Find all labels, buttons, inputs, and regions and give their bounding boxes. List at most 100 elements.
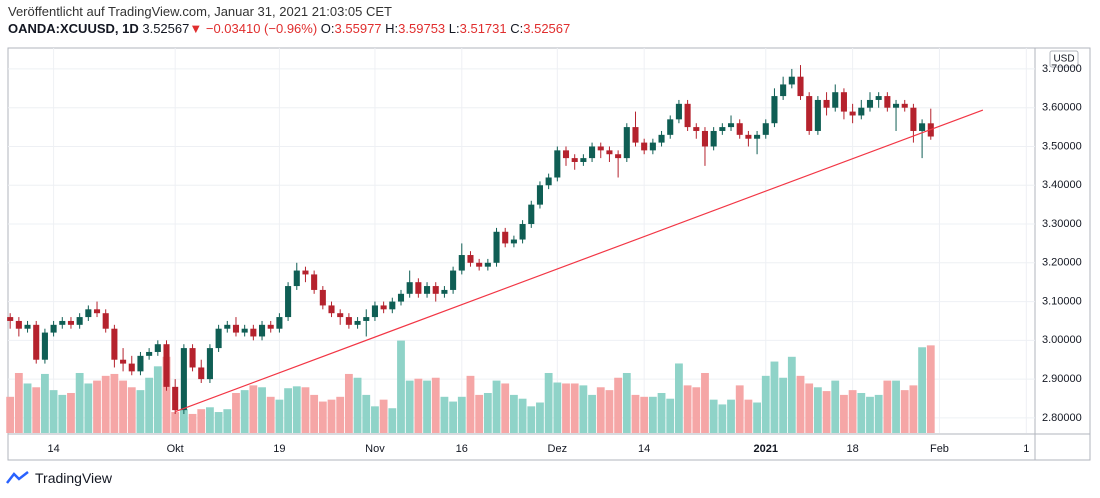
volume-bar <box>49 390 58 433</box>
candle-body <box>893 103 900 108</box>
volume-bar <box>119 380 127 433</box>
volume-bar <box>423 380 431 433</box>
x-tick-label: 16 <box>456 443 468 455</box>
volume-bar <box>648 396 657 433</box>
volume-bar <box>761 375 770 433</box>
candle-body <box>189 348 196 368</box>
candle-body <box>250 328 257 337</box>
trend-line <box>174 109 984 413</box>
y-tick-label: 3.70000 <box>1042 63 1082 75</box>
volume-bar <box>840 394 848 433</box>
currency-box <box>1049 50 1079 68</box>
volume-bar <box>562 383 570 433</box>
volume-bar <box>866 396 874 433</box>
candle-body <box>363 317 370 321</box>
candle-body <box>780 84 787 97</box>
logo: TradingView <box>6 470 112 486</box>
candle-body <box>24 324 31 329</box>
candle-body <box>432 286 439 294</box>
candle-body <box>198 367 205 380</box>
candle-body <box>727 123 735 128</box>
volume-bar <box>240 390 249 433</box>
volume-bar <box>171 412 180 433</box>
candle-body <box>120 359 127 364</box>
volume-bar <box>75 372 84 433</box>
candle-body <box>41 332 48 360</box>
volume-bar <box>379 399 388 433</box>
volume-bar <box>900 390 909 433</box>
volume-bar <box>466 375 475 433</box>
candle-body <box>180 348 187 411</box>
candle-body <box>285 286 292 318</box>
volume-bar <box>492 380 501 433</box>
volume-bar <box>101 375 110 433</box>
volume-bar <box>892 380 900 433</box>
volume-bar <box>206 407 214 433</box>
candle-body <box>649 142 656 151</box>
volume-bar <box>813 387 822 433</box>
candle-body <box>719 127 726 131</box>
volume-bar <box>405 380 414 433</box>
candle-body <box>7 317 14 321</box>
close-value: 3.52567 <box>523 21 571 36</box>
volume-bar <box>787 356 796 433</box>
currency: USD <box>1053 54 1074 65</box>
candle-body <box>424 286 431 294</box>
candle-body <box>224 324 231 329</box>
volume-bar <box>388 408 397 433</box>
volume-bar <box>449 401 458 433</box>
open-label: O: <box>320 21 335 36</box>
candle-body <box>884 96 891 108</box>
candle-body <box>562 150 570 159</box>
volume-bar <box>909 385 918 433</box>
candle-body <box>137 355 144 372</box>
y-tick-label: 3.30000 <box>1042 218 1082 230</box>
candle-body <box>293 270 300 287</box>
candle-body <box>840 92 847 112</box>
candle-body <box>710 130 717 147</box>
x-tick-label: 1 <box>1023 443 1029 455</box>
candle-body <box>875 96 882 100</box>
volume-bar <box>292 386 301 433</box>
candle-body <box>458 255 465 271</box>
volume-bar <box>605 390 614 433</box>
y-tick-label: 2.80000 <box>1042 412 1082 424</box>
volume-bar <box>796 375 805 433</box>
candle-body <box>76 317 83 325</box>
legend-line: OANDA:XCUUSD, 1D 3.52567▼ −0.03410 (−0.9… <box>8 21 570 36</box>
volume-bar <box>14 372 23 433</box>
candle-body <box>267 324 274 329</box>
candle-body <box>67 320 75 325</box>
candle-body <box>658 134 665 143</box>
volume-bar <box>457 396 466 433</box>
candle-body <box>849 111 856 116</box>
volume-bar <box>518 398 527 433</box>
candle-body <box>919 123 926 131</box>
volume-bar <box>744 399 753 433</box>
candle-body <box>345 317 352 325</box>
candle-body <box>701 130 709 147</box>
volume-bar <box>709 399 718 433</box>
candle-body <box>467 255 474 263</box>
candle-body <box>571 158 578 162</box>
volume-bar <box>197 409 206 433</box>
volume-bar <box>223 409 232 433</box>
low-label: L: <box>448 21 460 36</box>
volume-bar <box>675 363 683 433</box>
y-tick-label: 3.50000 <box>1042 140 1082 152</box>
candle-body <box>536 185 543 205</box>
volume-bar <box>544 372 553 433</box>
volume-bar <box>735 385 744 433</box>
volume-bar <box>440 396 449 433</box>
x-tick-label: Nov <box>365 443 385 455</box>
candle-body <box>675 103 682 120</box>
candle-body <box>397 293 405 302</box>
candle-body <box>597 146 604 151</box>
candle-body <box>154 344 161 352</box>
x-tick-label: Feb <box>930 443 949 455</box>
candle-body <box>15 320 22 329</box>
volume-bar <box>32 387 41 433</box>
candle-body <box>302 270 309 275</box>
candle-body <box>128 363 135 372</box>
